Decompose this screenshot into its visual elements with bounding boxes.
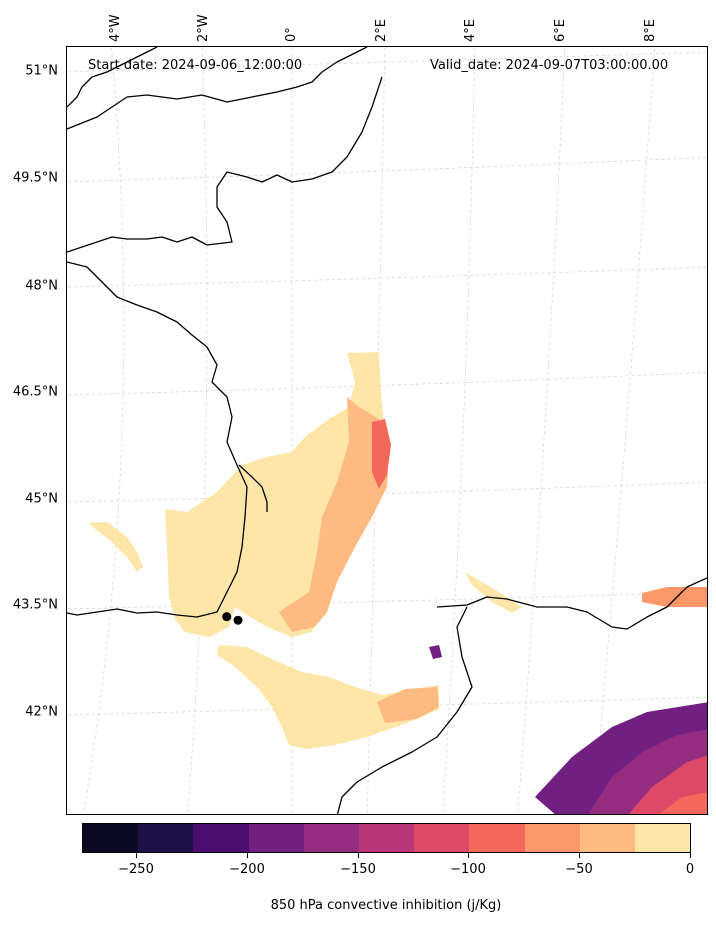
location-marker — [222, 612, 232, 622]
france-channel-coast — [67, 76, 383, 253]
cin-fill-cell-small — [429, 645, 442, 659]
lon-label-0: 0° — [284, 27, 299, 42]
cin-fill-mid-region — [279, 397, 389, 632]
cin-fill-riviera-region — [642, 587, 707, 607]
cin-fill-pyrenees-region — [377, 687, 439, 723]
cin-fill-regions — [89, 352, 707, 814]
colorbar-tick — [136, 853, 137, 858]
colorbar-segment — [524, 824, 580, 852]
cin-fill-alps-region — [372, 419, 391, 489]
cin-fill-weak-southeast-region — [659, 792, 707, 814]
lon-label-4e: 4°E — [463, 19, 478, 42]
uk-east-coast — [67, 47, 158, 108]
colorbar-segment — [469, 824, 525, 852]
lon-label-2w: 2°W — [196, 14, 211, 42]
colorbar-segment — [193, 824, 249, 852]
cin-fill-west-strip — [89, 522, 143, 572]
start-date-label: Start date: 2024-09-06_12:00:00 — [88, 58, 303, 73]
lon-label-6e: 6°E — [553, 19, 568, 42]
lat-label-42n: 42°N — [25, 704, 58, 720]
gironde-estuary — [238, 464, 268, 512]
colorbar-tick — [579, 853, 580, 858]
cin-fill-light-region — [165, 352, 385, 637]
map-canvas — [67, 47, 707, 814]
colorbar-segment — [83, 824, 139, 852]
colorbar-segment — [414, 824, 470, 852]
lon-label-4w: 4°W — [108, 14, 123, 42]
colorbar-label-minus-200: −200 — [229, 862, 265, 877]
colorbar-label-minus-150: −150 — [340, 862, 376, 877]
lat-label-46-5n: 46.5°N — [12, 384, 58, 400]
brittany-and-biscay-coast — [67, 261, 248, 618]
lon-label-8e: 8°E — [643, 19, 658, 42]
catalonia-coast — [336, 606, 473, 814]
colorbar-title: 850 hPa convective inhibition (j/Kg) — [270, 898, 502, 913]
map-panel — [66, 46, 708, 815]
location-marker — [233, 615, 243, 625]
colorbar — [82, 823, 691, 853]
location-markers — [222, 612, 243, 625]
colorbar-label-minus-100: −100 — [450, 862, 486, 877]
uk-south-coast — [67, 47, 368, 130]
colorbar-segment — [138, 824, 194, 852]
colorbar-segment — [248, 824, 304, 852]
cin-fill-med-strip — [465, 572, 522, 613]
lat-label-45n: 45°N — [25, 491, 58, 507]
colorbar-segment — [634, 824, 691, 852]
cin-fill-south-region — [217, 645, 439, 749]
coastlines — [67, 47, 707, 814]
lon-label-2e: 2°E — [374, 19, 389, 42]
iberia-east-coast — [436, 577, 707, 630]
colorbar-segment — [358, 824, 415, 852]
colorbar-label-minus-50: −50 — [565, 862, 593, 877]
colorbar-label-minus-250: −250 — [118, 862, 154, 877]
colorbar-tick — [247, 853, 248, 858]
colorbar-tick — [468, 853, 469, 858]
lat-label-43-5n: 43.5°N — [12, 597, 58, 613]
lat-label-51n: 51°N — [25, 63, 58, 79]
lat-label-48n: 48°N — [25, 278, 58, 294]
lat-label-49-5n: 49.5°N — [12, 170, 58, 186]
colorbar-tick — [358, 853, 359, 858]
colorbar-segment — [303, 824, 359, 852]
colorbar-tick — [690, 853, 691, 858]
valid-date-label: Valid_date: 2024-09-07T03:00:00.00 — [430, 58, 669, 73]
colorbar-segment — [579, 824, 635, 852]
colorbar-label-0: 0 — [685, 862, 695, 877]
